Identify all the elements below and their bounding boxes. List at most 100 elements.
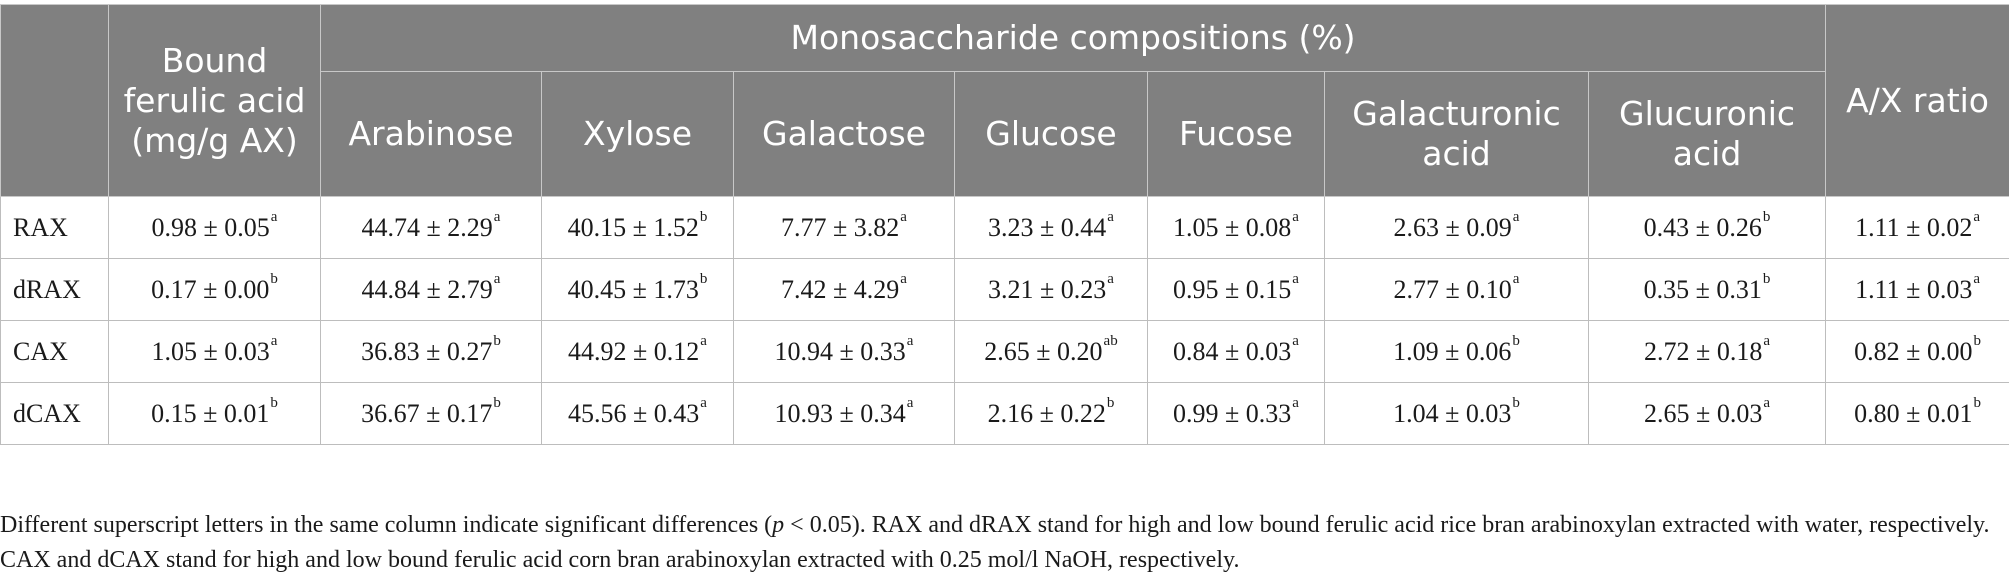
significance-letter: b	[1973, 332, 1981, 349]
significance-letter: b	[699, 270, 708, 287]
significance-letter: a	[493, 270, 501, 287]
row-label: dCAX	[0, 382, 109, 445]
significance-letter: a	[270, 208, 278, 225]
cell-value: 3.23 ± 0.44	[988, 212, 1107, 242]
table-cell: 40.45 ± 1.73b	[541, 258, 734, 321]
table-cell: 2.72 ± 0.18a	[1587, 320, 1827, 383]
header-monosaccharide-group: Monosaccharide compositions (%)	[319, 4, 1827, 72]
cell-value: 10.93 ± 0.34	[774, 398, 906, 428]
table-cell: 40.15 ± 1.52b	[541, 196, 734, 259]
footnote-text-1: Different superscript letters in the sam…	[0, 512, 773, 538]
table-cell: 10.94 ± 0.33a	[733, 320, 955, 383]
cell-value: 1.11 ± 0.03	[1855, 274, 1973, 304]
table-cell: 2.16 ± 0.22b	[954, 382, 1148, 445]
significance-letter: b	[699, 208, 708, 225]
significance-letter: a	[1107, 208, 1114, 225]
significance-letter: b	[1762, 270, 1771, 287]
cell-value: 2.77 ± 0.10	[1393, 274, 1512, 304]
row-label: CAX	[0, 320, 109, 383]
significance-letter: b	[270, 270, 278, 287]
significance-letter: b	[1106, 394, 1115, 411]
cell-value: 44.74 ± 2.29	[361, 212, 493, 242]
table-cell: 7.42 ± 4.29a	[733, 258, 955, 321]
header-fucose: Fucose	[1147, 71, 1325, 197]
table-cell: 0.35 ± 0.31b	[1587, 258, 1827, 321]
table-cell: 0.43 ± 0.26b	[1587, 196, 1827, 259]
table-row: dCAX 0.15 ± 0.01b 36.67 ± 0.17b 45.56 ± 0.4…	[0, 382, 2009, 445]
header-arabinose: Arabinose	[320, 71, 542, 197]
cell-value: 0.82 ± 0.00	[1854, 336, 1973, 366]
table-cell: 36.83 ± 0.27b	[320, 320, 542, 383]
cell-value: 10.94 ± 0.33	[774, 336, 906, 366]
significance-letter: a	[906, 394, 914, 411]
table-row: dRAX 0.17 ± 0.00b 44.84 ± 2.79a 40.45 ± 1.7…	[0, 258, 2009, 321]
significance-letter: a	[1973, 208, 1981, 225]
header-glucose: Glucose	[954, 71, 1148, 197]
cell-value: 2.63 ± 0.09	[1393, 212, 1512, 242]
table-cell: 36.67 ± 0.17b	[320, 382, 542, 445]
header-row-2: Arabinose Xylose Galactose Glucose Fucos…	[1, 71, 2009, 197]
table-cell: 0.82 ± 0.00b	[1825, 320, 2009, 383]
header-galactose: Galactose	[733, 71, 955, 197]
table-cell: 0.15 ± 0.01b	[108, 382, 321, 445]
footnote-p-symbol: p	[772, 512, 785, 538]
cell-value: 36.67 ± 0.17	[361, 398, 493, 428]
monosaccharide-table: Bound ferulic acid (mg/g AX) Monosacchar…	[0, 4, 2009, 445]
header-bound-ferulic-acid: Bound ferulic acid (mg/g AX)	[108, 4, 321, 197]
cell-value: 44.84 ± 2.79	[361, 274, 493, 304]
table-cell: 44.74 ± 2.29a	[320, 196, 542, 259]
cell-value: 1.05 ± 0.03	[151, 336, 270, 366]
significance-letter: b	[1512, 394, 1520, 411]
table-cell: 10.93 ± 0.34a	[733, 382, 955, 445]
significance-letter: a	[1512, 208, 1520, 225]
table-cell: 2.65 ± 0.03a	[1587, 382, 1827, 445]
significance-letter: a	[1512, 270, 1520, 287]
significance-letter: a	[1292, 270, 1299, 287]
cell-value: 44.92 ± 0.12	[568, 336, 700, 366]
significance-letter: a	[493, 208, 501, 225]
table-cell: 0.80 ± 0.01b	[1825, 382, 2009, 445]
table-cell: 0.95 ± 0.15a	[1147, 258, 1325, 321]
cell-value: 0.80 ± 0.01	[1854, 398, 1973, 428]
cell-value: 1.09 ± 0.06	[1393, 336, 1512, 366]
significance-letter: a	[700, 332, 707, 349]
header-row-1: Bound ferulic acid (mg/g AX) Monosacchar…	[0, 4, 2009, 197]
significance-letter: a	[1107, 270, 1114, 287]
table-cell: 2.77 ± 0.10a	[1324, 258, 1589, 321]
table-cell: 44.84 ± 2.79a	[320, 258, 542, 321]
cell-value: 1.05 ± 0.08	[1173, 212, 1292, 242]
table-cell: 1.04 ± 0.03b	[1324, 382, 1589, 445]
significance-letter: ab	[1103, 332, 1118, 349]
table-cell: 2.63 ± 0.09a	[1324, 196, 1589, 259]
significance-letter: b	[1973, 394, 1981, 411]
significance-letter: a	[906, 332, 914, 349]
table-cell: 2.65 ± 0.20ab	[954, 320, 1148, 383]
table-cell: 3.23 ± 0.44a	[954, 196, 1148, 259]
header-glucuronic-acid: Glucuronic acid	[1587, 71, 1827, 197]
table-cell: 7.77 ± 3.82a	[733, 196, 955, 259]
table-cell: 1.09 ± 0.06b	[1324, 320, 1589, 383]
cell-value: 7.42 ± 4.29	[781, 274, 900, 304]
cell-value: 0.95 ± 0.15	[1173, 274, 1292, 304]
significance-letter: a	[270, 332, 278, 349]
footnote-text-2: < 0.05). RAX and dRAX stand for high and…	[0, 512, 1990, 573]
table-cell: 1.05 ± 0.03a	[108, 320, 321, 383]
header-ax-ratio: A/X ratio	[1825, 4, 2009, 197]
significance-letter: a	[900, 208, 907, 225]
cell-value: 36.83 ± 0.27	[361, 336, 493, 366]
significance-letter: a	[700, 394, 707, 411]
header-xylose: Xylose	[541, 71, 734, 197]
table-cell: 45.56 ± 0.43a	[541, 382, 734, 445]
significance-letter: b	[1512, 332, 1520, 349]
header-galacturonic-acid: Galacturonic acid	[1324, 71, 1589, 197]
cell-value: 2.65 ± 0.03	[1644, 398, 1763, 428]
cell-value: 0.84 ± 0.03	[1173, 336, 1292, 366]
significance-letter: a	[900, 270, 907, 287]
cell-value: 3.21 ± 0.23	[988, 274, 1107, 304]
significance-letter: b	[1762, 208, 1771, 225]
cell-value: 2.72 ± 0.18	[1644, 336, 1763, 366]
cell-value: 0.15 ± 0.01	[151, 398, 270, 428]
significance-letter: b	[493, 394, 501, 411]
significance-letter: a	[1763, 394, 1770, 411]
significance-letter: a	[1973, 270, 1981, 287]
